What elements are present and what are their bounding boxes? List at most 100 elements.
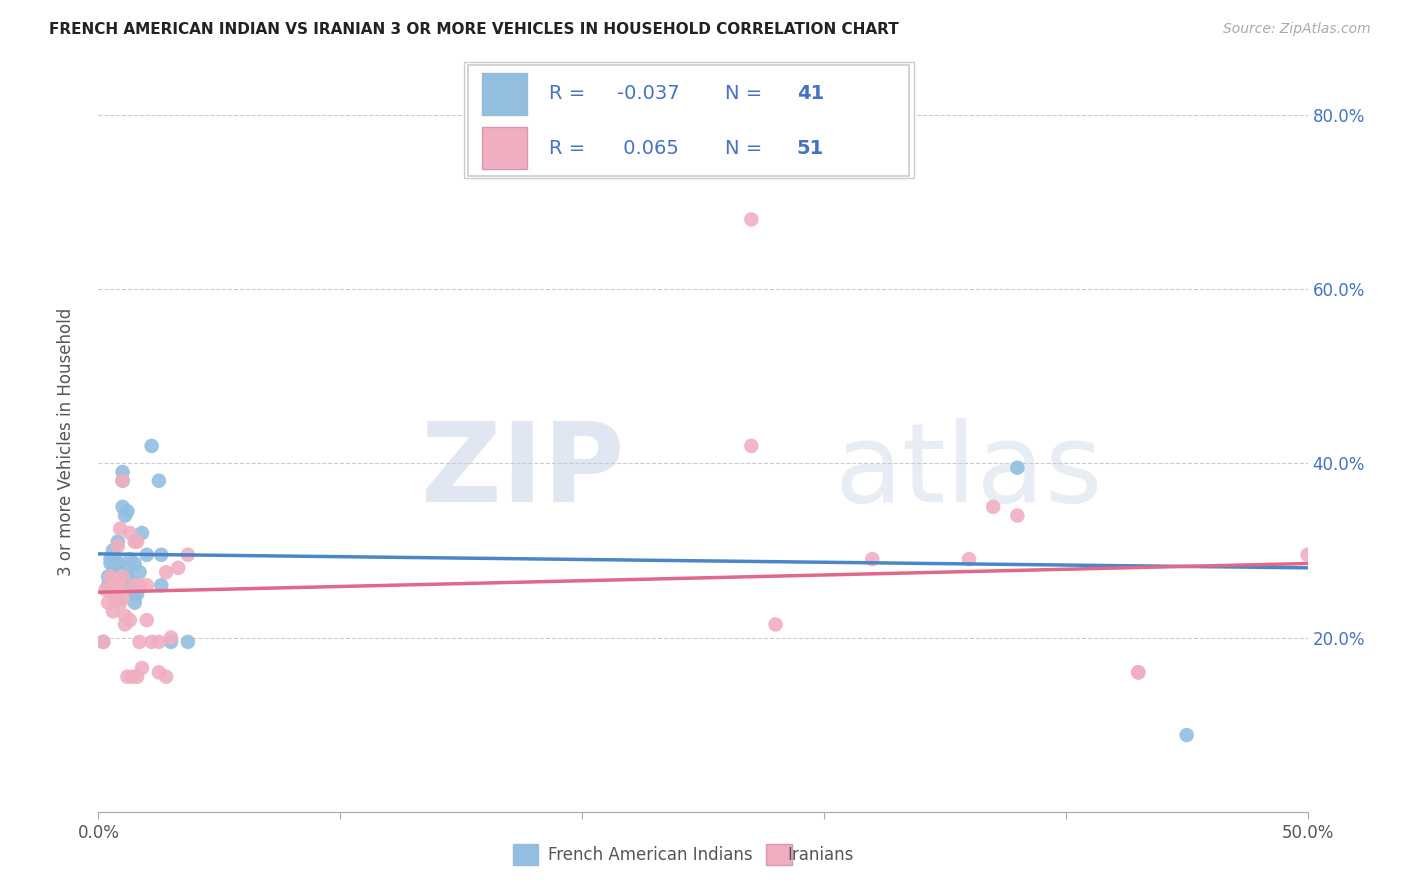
Point (957, 552, 980, 566)
Point (107, 574, 129, 588)
Text: R =: R = (550, 139, 592, 158)
Point (128, 578, 150, 592)
Point (167, 561, 190, 575)
Point (114, 617, 136, 632)
Point (107, 582, 129, 597)
Point (104, 552, 127, 566)
Point (118, 613, 141, 627)
Point (155, 670, 177, 684)
Point (1296, 548, 1319, 562)
Point (160, 635, 183, 649)
Point (127, 587, 149, 601)
Point (135, 548, 157, 562)
Point (128, 635, 150, 649)
Point (117, 561, 139, 575)
Point (101, 604, 124, 618)
Point (148, 474, 170, 488)
Point (1007, 460, 1029, 475)
Text: atlas: atlas (835, 417, 1104, 524)
Point (100, 569, 122, 583)
Point (100, 557, 122, 571)
Point (981, 500, 1004, 514)
Point (860, 552, 883, 566)
Point (114, 608, 136, 623)
Point (100, 582, 122, 597)
Point (160, 631, 183, 645)
Point (124, 587, 146, 601)
Text: -0.037: -0.037 (617, 84, 679, 103)
Point (765, 617, 787, 632)
Point (97, 578, 120, 592)
Point (124, 557, 146, 571)
Text: Iranians: Iranians (787, 846, 853, 863)
Point (155, 565, 177, 579)
Point (111, 474, 134, 488)
Point (118, 574, 141, 588)
Point (111, 591, 134, 606)
Point (114, 578, 136, 592)
Text: N =: N = (725, 84, 769, 103)
Point (118, 526, 141, 541)
Point (107, 534, 129, 549)
Point (104, 591, 127, 606)
Point (121, 670, 143, 684)
Point (117, 569, 139, 583)
Point (97, 569, 120, 583)
FancyBboxPatch shape (468, 65, 910, 176)
Point (141, 439, 163, 453)
Text: R =: R = (550, 84, 592, 103)
Point (150, 578, 173, 592)
Point (131, 526, 153, 541)
Point (118, 552, 141, 566)
Point (108, 522, 131, 536)
Point (111, 474, 134, 488)
Point (117, 504, 139, 518)
Point (100, 552, 122, 566)
Point (148, 665, 170, 680)
Point (107, 582, 129, 597)
Point (108, 578, 131, 592)
Point (91, 635, 114, 649)
Point (131, 661, 153, 675)
Point (1007, 508, 1029, 523)
Text: 51: 51 (797, 139, 824, 158)
Point (107, 557, 129, 571)
Point (135, 613, 157, 627)
Point (740, 439, 762, 453)
Point (108, 596, 131, 610)
Point (114, 574, 136, 588)
Point (117, 670, 139, 684)
Y-axis label: 3 or more Vehicles in Household: 3 or more Vehicles in Household (56, 308, 75, 575)
Point (97, 596, 120, 610)
Text: French American Indians: French American Indians (548, 846, 754, 863)
Point (135, 578, 157, 592)
FancyBboxPatch shape (482, 128, 527, 169)
Point (124, 578, 146, 592)
Point (127, 534, 149, 549)
Point (101, 565, 124, 579)
Point (177, 548, 200, 562)
Point (107, 539, 129, 553)
Text: 41: 41 (797, 84, 824, 103)
Text: 0.065: 0.065 (617, 139, 679, 158)
Point (111, 582, 134, 597)
Point (1128, 665, 1150, 680)
Point (1175, 728, 1198, 742)
Point (111, 569, 134, 583)
Point (148, 635, 170, 649)
Point (101, 543, 124, 558)
Point (141, 635, 163, 649)
Text: FRENCH AMERICAN INDIAN VS IRANIAN 3 OR MORE VEHICLES IN HOUSEHOLD CORRELATION CH: FRENCH AMERICAN INDIAN VS IRANIAN 3 OR M… (49, 22, 898, 37)
Point (111, 465, 134, 479)
Text: Source: ZipAtlas.com: Source: ZipAtlas.com (1223, 22, 1371, 37)
Point (104, 569, 127, 583)
Point (127, 670, 149, 684)
Point (128, 565, 150, 579)
Point (111, 574, 134, 588)
Point (150, 548, 173, 562)
Point (740, 212, 762, 227)
Point (124, 534, 146, 549)
Point (108, 565, 131, 579)
Point (104, 587, 127, 601)
Point (91, 635, 114, 649)
